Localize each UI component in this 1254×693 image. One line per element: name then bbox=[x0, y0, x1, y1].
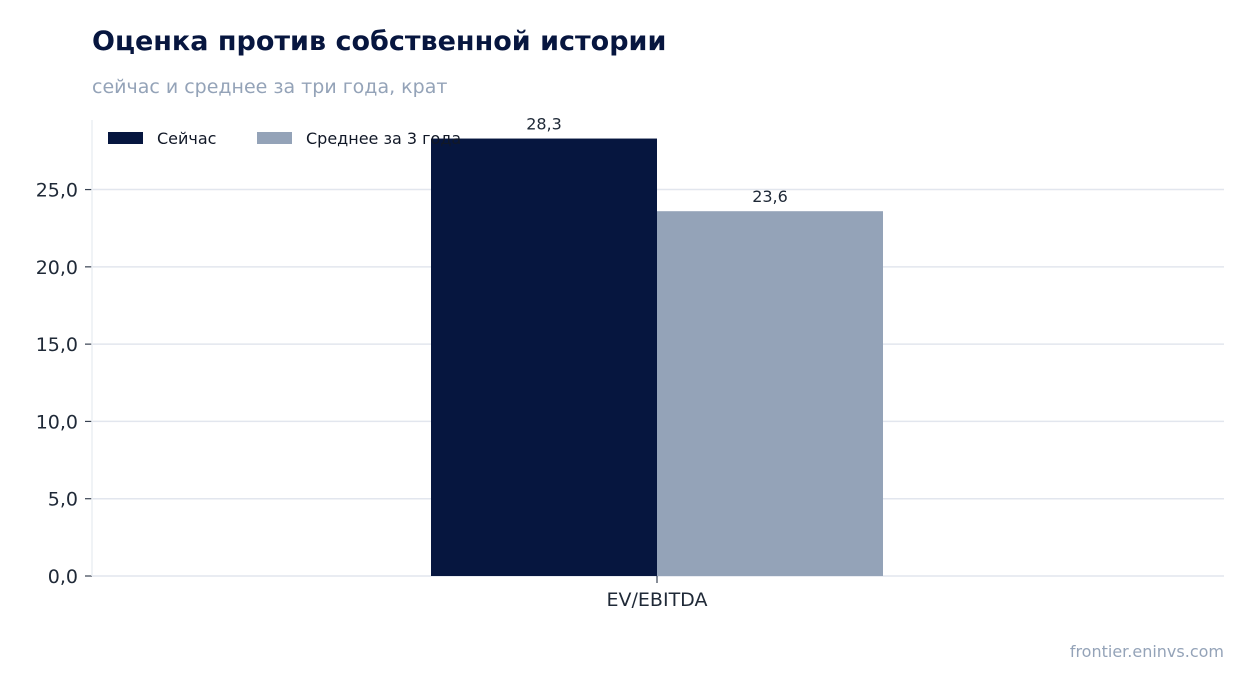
data-label: 23,6 bbox=[752, 187, 788, 206]
bar bbox=[431, 138, 657, 577]
chart-title: Оценка против собственной истории bbox=[92, 26, 667, 57]
chart-subtitle: сейчас и среднее за три года, крат bbox=[92, 76, 448, 98]
data-label: 28,3 bbox=[526, 115, 562, 134]
source-credit: frontier.eninvs.com bbox=[1069, 642, 1224, 661]
legend-label: Среднее за 3 года bbox=[306, 129, 461, 148]
y-tick-label: 10,0 bbox=[36, 411, 78, 433]
y-tick-label: 15,0 bbox=[36, 334, 78, 356]
y-tick-label: 25,0 bbox=[36, 180, 78, 202]
bar bbox=[657, 211, 883, 576]
legend-label: Сейчас bbox=[157, 129, 216, 148]
y-tick-label: 5,0 bbox=[48, 489, 78, 511]
legend-swatch bbox=[108, 132, 143, 144]
x-tick-label: EV/EBITDA bbox=[607, 589, 708, 611]
y-tick-label: 0,0 bbox=[48, 566, 78, 588]
axes: 0,0 5,0 10,0 15,0 20,0 25,0 EV/EBITDA bbox=[36, 120, 708, 611]
data-labels: 28,3 23,6 bbox=[526, 115, 788, 207]
legend: Сейчас Среднее за 3 года bbox=[108, 129, 461, 148]
y-tick-label: 20,0 bbox=[36, 257, 78, 279]
bars bbox=[431, 138, 883, 577]
legend-swatch bbox=[257, 132, 292, 144]
